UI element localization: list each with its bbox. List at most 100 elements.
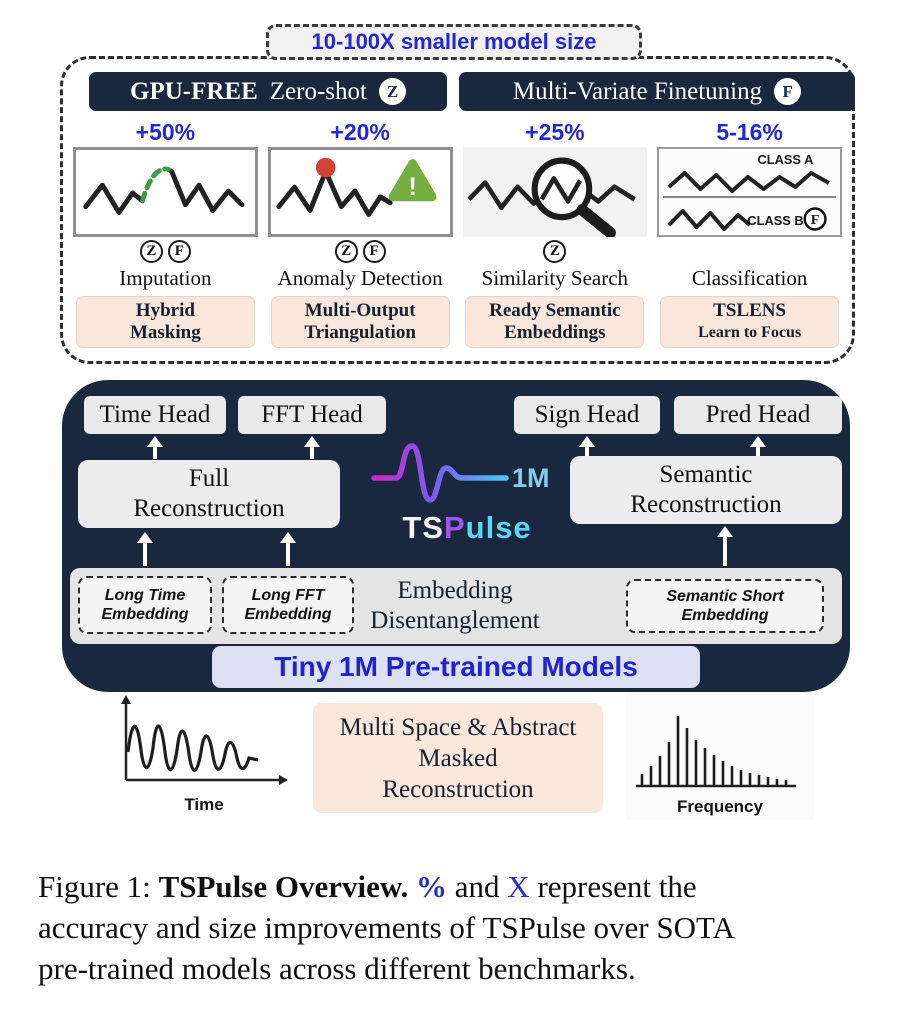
semantic-recon-line: Semantic	[659, 461, 753, 488]
caption-x-symbol: X	[507, 869, 530, 904]
zero-shot-label: Zero-shot	[269, 77, 367, 105]
tiny-models-banner: Tiny 1M Pre-trained Models	[212, 646, 700, 688]
benchmarks-panel: GPU-FREE Zero-shot Z Multi-Variate Finet…	[60, 56, 855, 364]
classification-feature-box: TSLENS Learn to Focus	[660, 296, 840, 348]
time-waveform-icon	[121, 695, 288, 785]
feature-line: Ready Semantic	[489, 300, 621, 321]
finetuning-header: Multi-Variate Finetuning F	[459, 72, 855, 111]
architecture-panel: Time Head FFT Head Sign Head Pred Head F…	[62, 380, 850, 692]
embedding-bar: Long Time Embedding Long FFT Embedding E…	[70, 568, 842, 644]
frequency-domain-chart: Frequency	[626, 694, 814, 820]
time-axis-label: Time	[184, 795, 224, 814]
semantic-recon-line: Reconstruction	[630, 491, 782, 518]
embedding-disentanglement-label: Embedding Disentanglement	[335, 568, 575, 644]
anomaly-dot-icon	[315, 157, 336, 178]
caption-mid: and	[447, 869, 508, 904]
feature-line: TSLENS	[713, 300, 787, 321]
task-anomaly-detection: +20% ! Z F Anomaly Detection	[267, 119, 453, 353]
sign-head-box: Sign Head	[514, 396, 660, 434]
time-head-box: Time Head	[84, 396, 226, 434]
feature-line: Hybrid	[135, 300, 195, 321]
full-recon-line: Full	[188, 465, 230, 492]
similarity-search-chart-icon	[462, 147, 648, 237]
caption-line-1: Figure 1: TSPulse Overview. % and X repr…	[38, 866, 890, 907]
up-arrow-icon	[304, 436, 320, 459]
anomaly-name: Anomaly Detection	[277, 266, 443, 290]
model-size-badge: 10-100X smaller model size	[266, 24, 642, 60]
imputation-chart-icon	[73, 147, 258, 237]
z-mode-icon: Z	[378, 78, 406, 105]
z-badge-icon: Z	[543, 240, 567, 263]
long-time-embedding-box: Long Time Embedding	[78, 576, 212, 634]
center-box-line: Multi Space & Abstract	[339, 713, 577, 741]
classification-gain: 5-16%	[716, 119, 783, 145]
caption-pct-symbol: %	[416, 869, 448, 904]
embedding-line: Embedding	[681, 607, 769, 624]
up-arrow-icon	[137, 532, 153, 566]
classification-name: Classification	[691, 266, 808, 290]
center-box-line: Masked	[418, 744, 498, 772]
semantic-reconstruction-box: Semantic Reconstruction	[570, 456, 842, 524]
warning-icon: !	[388, 159, 437, 202]
finetuning-label: Multi-Variate Finetuning	[512, 77, 763, 105]
embedding-line: Embedding	[244, 606, 332, 623]
up-arrow-icon	[147, 436, 163, 459]
disent-line: Embedding	[397, 577, 513, 604]
up-arrow-icon	[579, 436, 595, 456]
task-classification: 5-16% CLASS A CLASS B F C	[657, 119, 842, 353]
similarity-name: Similarity Search	[481, 266, 629, 290]
imputation-feature-box: Hybrid Masking	[75, 296, 255, 348]
caption-title: TSPulse Overview.	[158, 869, 417, 904]
up-arrow-icon	[750, 436, 766, 456]
f-mode-icon: F	[774, 78, 802, 105]
embedding-line: Semantic Short	[666, 588, 784, 605]
svg-text:!: !	[408, 173, 416, 201]
class-b-label: CLASS B	[748, 213, 804, 228]
zero-shot-header: GPU-FREE Zero-shot Z	[89, 72, 447, 111]
up-arrow-icon	[280, 532, 296, 566]
figure-caption: Figure 1: TSPulse Overview. % and X repr…	[38, 866, 890, 989]
anomaly-feature-box: Multi-Output Triangulation	[270, 296, 450, 348]
class-a-label: CLASS A	[758, 152, 814, 167]
caption-line-3: pre-trained models across different benc…	[38, 951, 636, 986]
f-badge-icon: F	[167, 240, 191, 263]
frequency-axis-label: Frequency	[677, 797, 763, 816]
fft-head-box: FFT Head	[238, 396, 386, 434]
task-imputation: +50% Z F Imputation Hybrid Masking	[73, 119, 258, 353]
z-badge-icon: Z	[139, 240, 163, 263]
time-domain-chart: Time	[110, 692, 298, 815]
frequency-spectrum-icon	[636, 716, 796, 788]
imputation-mode-badges: Z F	[139, 240, 191, 264]
full-reconstruction-box: Full Reconstruction	[78, 460, 340, 528]
similarity-mode-badges: Z	[543, 240, 567, 264]
feature-line: Multi-Output	[304, 300, 416, 321]
gpu-free-label: GPU-FREE	[130, 77, 258, 105]
caption-line-2: accuracy and size improvements of TSPuls…	[38, 910, 735, 945]
center-box-line: Reconstruction	[382, 775, 534, 803]
f-badge-icon: F	[803, 207, 827, 231]
imputation-gain: +50%	[135, 119, 196, 145]
embedding-line: Long Time	[104, 587, 186, 604]
disent-line: Disentanglement	[370, 607, 540, 634]
embedding-line: Embedding	[101, 606, 189, 623]
magnifier-icon	[531, 157, 616, 237]
similarity-feature-box: Ready Semantic Embeddings	[465, 296, 645, 348]
classification-chart-icon: CLASS A CLASS B F	[657, 147, 842, 237]
up-arrow-icon	[717, 526, 733, 566]
f-badge-icon: F	[362, 240, 386, 263]
feature-line: Triangulation	[304, 322, 416, 343]
caption-line1-end: represent the	[529, 869, 697, 904]
svg-text:F: F	[811, 213, 819, 228]
full-recon-line: Reconstruction	[133, 495, 285, 522]
masked-reconstruction-box: Multi Space & Abstract Masked Reconstruc…	[313, 703, 603, 813]
long-fft-embedding-box: Long FFT Embedding	[222, 576, 354, 634]
anomaly-mode-badges: Z F	[334, 240, 386, 264]
z-badge-icon: Z	[334, 240, 358, 263]
anomaly-gain: +20%	[330, 119, 390, 145]
tspulse-pulse-icon: 1M	[371, 443, 550, 503]
wordmark-ulse: ulse	[465, 510, 532, 545]
task-similarity-search: +25% Z Similarity Search	[462, 119, 648, 353]
imputation-name: Imputation	[119, 266, 212, 290]
embedding-line: Long FFT	[251, 587, 325, 604]
